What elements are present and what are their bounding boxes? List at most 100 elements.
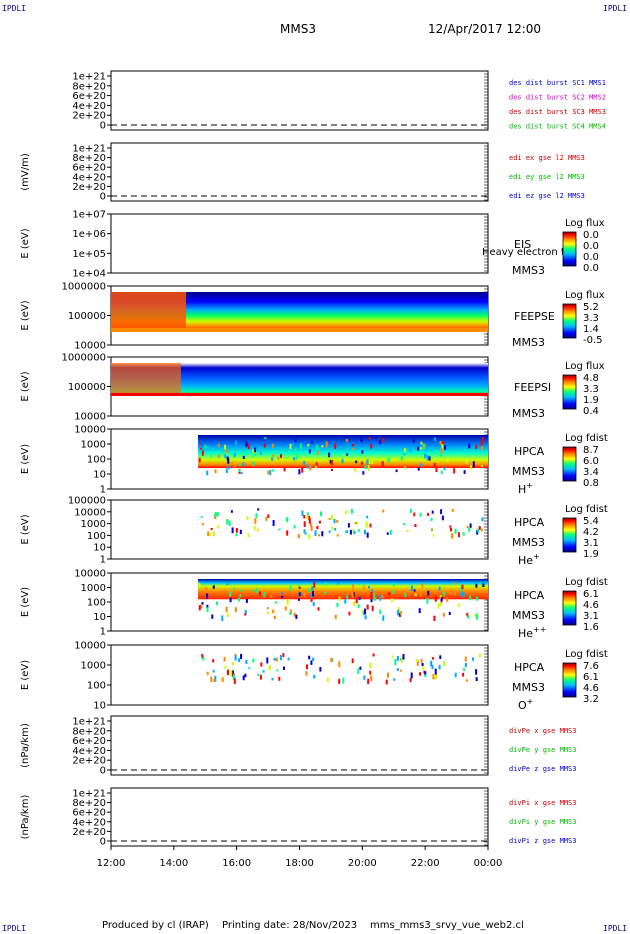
spectrogram-pixel — [379, 609, 382, 615]
spectrogram-pixel — [349, 529, 352, 535]
spectrogram-pixel — [420, 659, 423, 663]
spectrogram-pixel — [267, 514, 270, 518]
legend-entry: edi ez gse l2 MMS3 — [509, 192, 585, 200]
spectrogram-pixel — [454, 672, 457, 678]
y-axis-label: (nPa/km) — [20, 723, 31, 768]
colorbar-tick-label: 3.3 — [583, 313, 599, 324]
instrument-label: HPCA — [514, 516, 545, 529]
spectrogram-3 — [111, 292, 488, 332]
spectrogram-pixel — [393, 678, 396, 681]
panel-frame — [110, 787, 489, 847]
spectrogram-pixel — [245, 441, 248, 447]
spectrogram-pixel — [364, 615, 367, 620]
spectrogram-pixel — [313, 582, 316, 588]
spectrogram-pixel — [363, 675, 366, 680]
spectrogram-pixel — [230, 670, 233, 676]
colorbar-tick-label: 8.7 — [583, 445, 599, 456]
spectrogram-pixel — [355, 521, 358, 525]
spectrogram-pixel — [422, 443, 425, 450]
colorbar-title: Log fdist — [565, 433, 608, 444]
colorbar-tick-label: 0.8 — [583, 478, 599, 489]
y-axis-label: E (eV) — [20, 587, 31, 617]
spectrogram-pixel — [317, 607, 320, 611]
spacecraft-label: MMS3 — [512, 609, 545, 622]
spectrogram-pixel — [326, 677, 329, 683]
spectrogram-pixel — [224, 666, 227, 669]
panel-5: 10000 1000 100 10 1 E (eV) HPCA MMS3 H+ Log fdist… — [20, 425, 608, 497]
xtick-label: 18:00 — [285, 858, 314, 869]
spectrogram-pixel — [325, 441, 328, 448]
y-axis-label: E (eV) — [20, 444, 31, 474]
spectrogram-pixel — [463, 667, 466, 671]
spectrogram-pixel — [283, 467, 286, 472]
ytick-label: 10000 — [74, 641, 106, 652]
spectrogram-pixel — [312, 657, 315, 661]
spectrogram-pixel — [233, 452, 236, 458]
spectrogram-pixel — [437, 603, 440, 609]
spectrogram-pixel — [221, 615, 224, 621]
spectrogram-pixel — [382, 437, 385, 443]
spectrogram-pixel — [260, 662, 263, 667]
spectrogram-pixel — [198, 457, 201, 463]
spectrogram-pixel — [328, 530, 331, 533]
spectrogram-pixel — [440, 597, 443, 602]
spectrogram-pixel — [331, 526, 334, 530]
ytick-label: 100000 — [68, 382, 106, 393]
spacecraft-label: MMS3 — [512, 407, 545, 420]
spectrogram-pixel — [320, 511, 322, 517]
spectrogram-pixel — [440, 447, 443, 454]
spectrogram-pixel — [361, 461, 363, 465]
spectrogram-pixel — [366, 532, 369, 538]
spectrogram-pixel — [430, 517, 433, 522]
spectrogram-pixel — [387, 672, 389, 678]
spectrogram-pixel — [265, 516, 268, 521]
spectrogram-pixel — [228, 520, 231, 527]
ytick-label: 8e+20 — [72, 798, 106, 809]
spectrogram-pixel — [426, 598, 429, 604]
spectrogram-pixel — [308, 518, 311, 524]
spectrogram-pixel — [441, 515, 444, 521]
spectrogram-pixel — [202, 656, 205, 661]
colorbar-title: Log flux — [565, 290, 605, 301]
ytick-label: 100000 — [68, 496, 106, 507]
spectrogram-pixel — [352, 529, 354, 532]
spectrogram-pixel — [252, 461, 255, 466]
spectrogram-pixel — [439, 441, 442, 445]
spectrogram-pixel — [206, 470, 209, 476]
spectrogram-pixel — [442, 441, 445, 446]
colorbar — [562, 590, 577, 626]
spectrogram-pixel — [334, 614, 337, 620]
instrument-label: EIS — [514, 238, 531, 251]
y-axis-label: E (eV) — [20, 660, 31, 690]
spectrogram-pixel — [410, 509, 412, 513]
spectrogram-pixel — [424, 674, 427, 677]
spectrogram-pixel — [303, 515, 306, 519]
spectrogram-pixel — [368, 461, 371, 464]
spectrogram-pixel — [235, 533, 238, 537]
footer-printing-date: Printing date: 28/Nov/2023 — [222, 920, 358, 931]
spacecraft-label: MMS3 — [512, 465, 545, 478]
ytick-label: 1e+21 — [72, 144, 106, 155]
spectrogram-pixel — [368, 586, 370, 589]
spectrogram-pixel — [366, 604, 369, 610]
spectrogram-pixel — [279, 655, 282, 661]
panel-frame — [110, 142, 489, 202]
ytick-label: 10000 — [74, 569, 106, 580]
spectrogram-pixel — [311, 586, 314, 591]
spectrogram-pixel — [406, 530, 409, 533]
legend-entry: divPi z gse MMS3 — [509, 837, 576, 845]
spectrogram-pixel — [234, 655, 237, 661]
spectrogram-pixel — [439, 601, 442, 607]
spectrogram-pixel — [330, 658, 333, 663]
spectrogram-pixel — [457, 603, 460, 607]
spectrogram-pixel — [364, 608, 367, 615]
spectrogram-pixel — [441, 443, 444, 450]
spectrogram-pixel — [346, 453, 349, 456]
spectrogram-pixel — [364, 465, 367, 470]
spectrogram-pixel — [234, 607, 237, 613]
ytick-label: 100 — [87, 681, 106, 692]
ytick-label: 1000000 — [61, 282, 106, 293]
spectrogram-pixel — [414, 593, 417, 597]
ytick-label: 10000 — [74, 412, 106, 423]
spectrogram-pixel — [229, 591, 232, 597]
